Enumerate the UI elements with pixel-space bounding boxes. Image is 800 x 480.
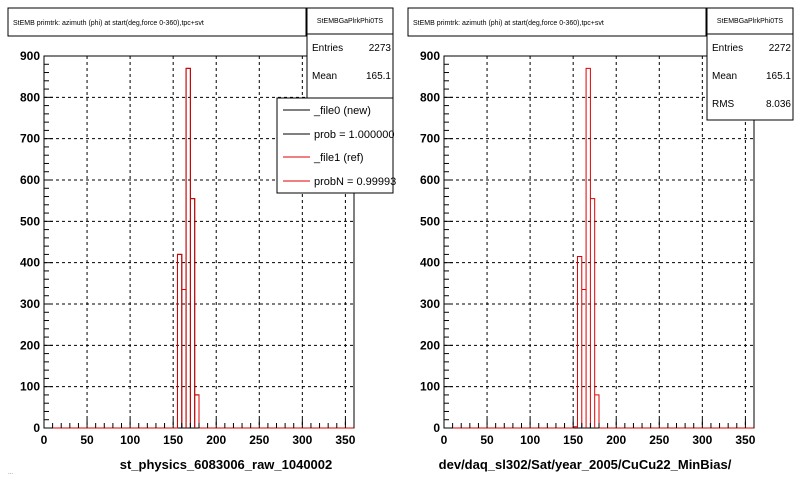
footer-text: ...: [8, 470, 13, 476]
title-box: [407, 7, 707, 37]
stats-label-rms: RMS: [712, 99, 735, 110]
histogram-series-0: [444, 67, 754, 429]
y-tick-label: 900: [20, 49, 40, 63]
y-tick-label: 0: [33, 421, 40, 435]
y-tick-label: 700: [20, 132, 40, 146]
y-tick-label: 100: [420, 380, 440, 394]
x-tick-label: 150: [163, 433, 183, 447]
x-tick-label: 300: [292, 433, 312, 447]
x-tick-label: 0: [41, 433, 48, 447]
stats-label-entries: Entries: [312, 43, 343, 54]
y-tick-label: 600: [20, 173, 40, 187]
y-tick-label: 800: [20, 90, 40, 104]
y-axis: 0 100 200 300 400 500 600 700 800 900: [420, 49, 453, 435]
y-axis: 0 100 200 300 400 500 600 700 800 900: [20, 49, 53, 435]
y-tick-label: 900: [420, 49, 440, 63]
x-axis: 0 50 100 150 200 250 300 350: [441, 419, 756, 447]
x-axis: 0 50 100 150 200 250 300 350: [41, 419, 356, 447]
histogram-series-1: [44, 67, 354, 429]
y-tick-label: 400: [20, 256, 40, 270]
y-tick-label: 200: [20, 338, 40, 352]
x-tick-label: 200: [606, 433, 626, 447]
series-layer: [44, 67, 354, 429]
stats-value-mean: 165.1: [366, 71, 391, 82]
legend-entry-ref: _file1 (ref): [313, 152, 364, 164]
legend-entry-probn: probN = 0.99993: [314, 176, 396, 188]
y-tick-label: 300: [20, 297, 40, 311]
histogram-pad-left: StEMB primtrk: azimuth (phi) at start(de…: [7, 7, 396, 472]
stats-value-mean: 165.1: [766, 71, 791, 82]
stats-value-rms: 8.036: [766, 99, 791, 110]
x-tick-label: 350: [735, 433, 755, 447]
x-tick-label: 50: [80, 433, 94, 447]
y-tick-label: 0: [433, 421, 440, 435]
stats-value-entries: 2272: [769, 43, 792, 54]
legend-frame: [276, 97, 394, 194]
x-tick-label: 300: [692, 433, 712, 447]
x-tick-label: 350: [335, 433, 355, 447]
stats-label-mean: Mean: [312, 71, 337, 82]
y-tick-label: 100: [20, 380, 40, 394]
legend: _file0 (new) prob = 1.000000 _file1 (ref…: [276, 97, 396, 194]
x-tick-label: 100: [120, 433, 140, 447]
y-tick-label: 400: [420, 256, 440, 270]
y-tick-label: 500: [20, 214, 40, 228]
plot-title: StEMB primtrk: azimuth (phi) at start(de…: [13, 20, 204, 27]
y-tick-label: 300: [420, 297, 440, 311]
x-tick-label: 50: [480, 433, 494, 447]
y-tick-label: 600: [420, 173, 440, 187]
stats-label-mean: Mean: [712, 71, 737, 82]
series-layer: [444, 67, 754, 429]
stats-title: StEMBGaPlrkPhi0TS: [717, 18, 783, 25]
stats-label-entries: Entries: [712, 43, 743, 54]
y-tick-label: 800: [420, 90, 440, 104]
title-box: [7, 7, 307, 37]
legend-entry-new: _file0 (new): [313, 105, 371, 117]
stats-box: StEMBGaPlrkPhi0TS Entries 2272 Mean 165.…: [706, 7, 794, 121]
x-tick-label: 100: [520, 433, 540, 447]
legend-entry-prob: prob = 1.000000: [314, 129, 394, 141]
y-tick-label: 700: [420, 132, 440, 146]
x-tick-label: 200: [206, 433, 226, 447]
x-axis-title: dev/daq_sl302/Sat/year_2005/CuCu22_MinBi…: [439, 457, 732, 472]
x-tick-label: 250: [649, 433, 669, 447]
x-tick-label: 250: [249, 433, 269, 447]
histogram-pad-right: StEMB primtrk: azimuth (phi) at start(de…: [407, 7, 794, 472]
x-tick-label: 150: [563, 433, 583, 447]
stats-value-entries: 2273: [369, 43, 392, 54]
y-tick-label: 500: [420, 214, 440, 228]
y-tick-label: 200: [420, 338, 440, 352]
x-tick-label: 0: [441, 433, 448, 447]
plot-title: StEMB primtrk: azimuth (phi) at start(de…: [413, 20, 604, 27]
stats-title: StEMBGaPlrkPhi0TS: [317, 18, 383, 25]
x-axis-title: st_physics_6083006_raw_1040002: [120, 457, 333, 472]
stats-frame: [706, 7, 794, 121]
